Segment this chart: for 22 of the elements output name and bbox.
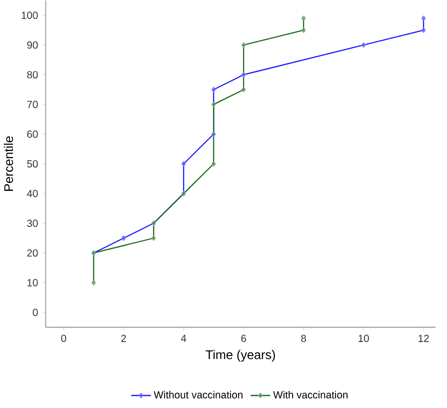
x-tick-label: 6 <box>241 334 246 342</box>
y-tick-label: 50 <box>27 160 38 168</box>
x-tick-label: 0 <box>61 334 66 342</box>
legend-label: Without vaccination <box>154 391 242 399</box>
y-tick-label: 90 <box>27 42 38 49</box>
y-tick-label: 60 <box>27 130 38 138</box>
y-tick-label: 80 <box>27 71 38 79</box>
x-tick-label: 8 <box>301 334 306 342</box>
y-tick-label: 30 <box>27 220 38 228</box>
y-axis-title: Percentile <box>4 136 14 192</box>
legend-label: With vaccination <box>273 391 348 399</box>
x-tick-label: 10 <box>358 334 369 342</box>
y-tick-label: 40 <box>26 190 38 198</box>
y-tick-label: 20 <box>27 250 38 257</box>
x-tick-label: 2 <box>121 334 126 342</box>
x-tick-label: 12 <box>418 334 429 342</box>
x-axis-title: Time (years) <box>206 350 275 362</box>
y-tick-label: 10 <box>27 279 38 287</box>
y-tick-label: 0 <box>32 308 38 316</box>
y-tick-label: 70 <box>27 101 38 108</box>
y-tick-label: 100 <box>22 12 38 20</box>
x-tick-label: 4 <box>180 334 186 342</box>
